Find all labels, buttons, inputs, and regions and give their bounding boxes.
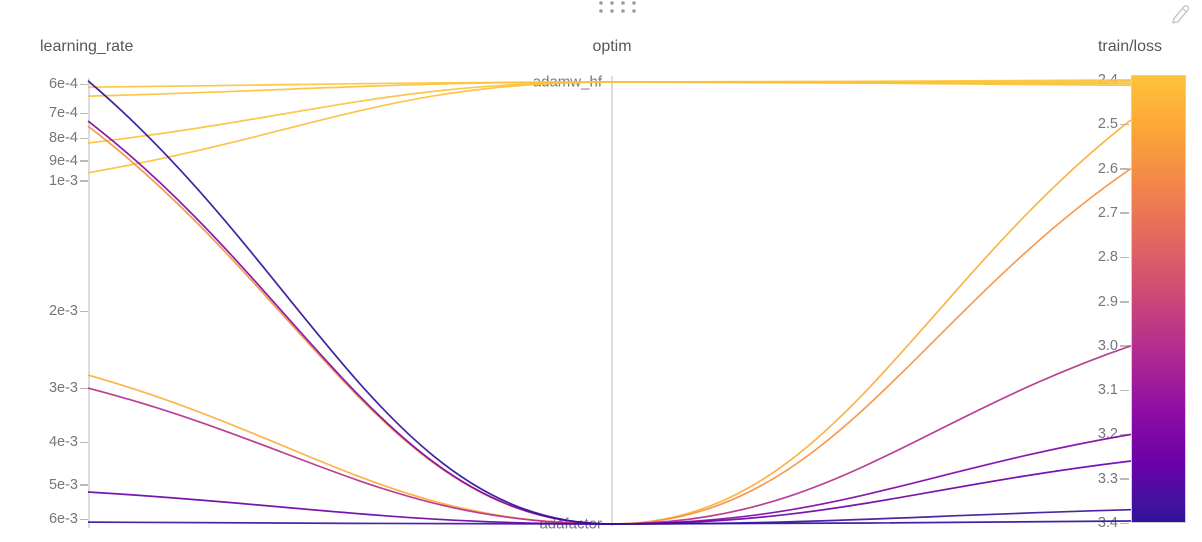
train-loss-tick (1120, 212, 1129, 214)
train-loss-tick (1120, 79, 1129, 81)
optim-axis-line[interactable] (611, 76, 613, 526)
train-loss-tick-label: 2.7 (1097, 204, 1118, 221)
train-loss-tick (1120, 123, 1129, 126)
learning-rate-tick-label: 8e-4 (48, 130, 78, 147)
run-line[interactable] (87, 120, 1132, 525)
train-loss-tick-label: 2.6 (1097, 160, 1118, 177)
axis-title-learning-rate[interactable]: learning_rate (40, 38, 134, 55)
drag-dots-icon (599, 1, 636, 13)
pencil-icon (1172, 5, 1190, 24)
run-line[interactable] (87, 119, 1132, 525)
learning-rate-tick (80, 137, 88, 140)
learning-rate-axis-line[interactable] (88, 78, 90, 528)
train-loss-tick-label: 3.4 (1097, 515, 1118, 531)
learning-rate-tick (80, 387, 88, 390)
learning-rate-tick (80, 83, 88, 85)
axis-title-optim[interactable]: optim (592, 38, 632, 55)
run-line[interactable] (87, 81, 1132, 144)
train-loss-tick (1120, 522, 1129, 524)
train-loss-colorbar[interactable] (1131, 75, 1186, 523)
optim-category-tick (603, 523, 611, 525)
run-line[interactable] (87, 460, 1132, 525)
edit-panel-button[interactable] (1168, 1, 1194, 27)
train-loss-tick (1120, 168, 1129, 170)
optim-category-tick (603, 81, 611, 83)
learning-rate-tick (80, 441, 88, 444)
run-line[interactable] (87, 80, 1132, 525)
learning-rate-tick-label: 1e-3 (48, 172, 78, 189)
optim-category-label[interactable]: adafactor (539, 515, 602, 533)
run-line[interactable] (87, 80, 1132, 98)
learning-rate-tick-label: 6e-4 (48, 76, 78, 92)
train-loss-tick (1120, 301, 1129, 303)
run-line[interactable] (87, 344, 1132, 525)
learning-rate-tick-label: 3e-3 (48, 380, 78, 397)
learning-rate-tick (80, 112, 88, 115)
train-loss-tick-label: 3.1 (1097, 382, 1118, 399)
learning-rate-tick-label: 4e-3 (48, 434, 78, 451)
run-line[interactable] (87, 125, 1132, 525)
learning-rate-tick (80, 160, 88, 162)
train-loss-tick (1120, 433, 1129, 436)
learning-rate-tick-label: 2e-3 (48, 303, 78, 320)
drag-handle[interactable] (595, 0, 639, 15)
train-loss-tick (1120, 478, 1129, 480)
learning-rate-tick-label: 7e-4 (48, 105, 78, 122)
train-loss-tick-label: 2.4 (1097, 72, 1118, 88)
learning-rate-tick (80, 180, 88, 182)
learning-rate-tick (80, 310, 88, 313)
axis-title-train-loss[interactable]: train/loss (1097, 38, 1163, 55)
run-line[interactable] (87, 81, 1132, 174)
train-loss-tick-label: 2.9 (1097, 293, 1118, 310)
train-loss-tick-label: 3.3 (1097, 470, 1118, 487)
learning-rate-tick-label: 5e-3 (48, 476, 78, 493)
learning-rate-tick (80, 484, 88, 486)
learning-rate-tick-label: 6e-3 (48, 511, 78, 527)
learning-rate-tick (80, 518, 88, 520)
train-loss-tick-label: 3.0 (1097, 337, 1118, 354)
train-loss-tick (1120, 256, 1129, 259)
run-line[interactable] (87, 508, 1132, 525)
train-loss-tick-label: 2.5 (1097, 116, 1118, 133)
train-loss-tick (1120, 389, 1129, 392)
train-loss-tick-label: 2.8 (1097, 249, 1118, 266)
optim-category-label[interactable]: adamw_hf (532, 73, 602, 91)
train-loss-tick (1120, 345, 1129, 347)
train-loss-tick-label: 3.2 (1097, 426, 1118, 443)
learning-rate-tick-label: 9e-4 (48, 152, 78, 169)
